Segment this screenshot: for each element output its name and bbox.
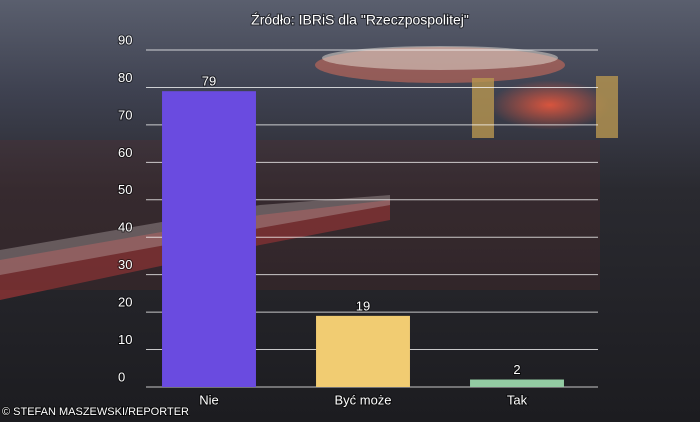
bar xyxy=(162,91,256,387)
y-tick-label: 0 xyxy=(118,369,125,384)
y-tick-label: 90 xyxy=(118,32,132,47)
y-tick-label: 20 xyxy=(118,295,132,310)
bar xyxy=(316,315,410,387)
value-label: 19 xyxy=(356,298,370,313)
x-tick-label: Być może xyxy=(334,392,391,407)
value-label: 79 xyxy=(202,74,216,89)
x-tick-label: Tak xyxy=(507,392,528,407)
y-tick-label: 70 xyxy=(118,107,132,122)
y-tick-label: 50 xyxy=(118,182,132,197)
y-tick-label: 60 xyxy=(118,145,132,160)
chart-title: Źródło: IBRiS dla "Rzeczpospolitej" xyxy=(251,12,469,28)
bar xyxy=(470,379,564,387)
photo-credit: © STEFAN MASZEWSKI/REPORTER xyxy=(2,406,189,418)
y-tick-label: 40 xyxy=(118,220,132,235)
x-tick-label: Nie xyxy=(199,392,219,407)
value-label: 2 xyxy=(513,362,520,377)
y-tick-label: 10 xyxy=(118,332,132,347)
y-tick-label: 80 xyxy=(118,70,132,85)
y-tick-label: 30 xyxy=(118,257,132,272)
